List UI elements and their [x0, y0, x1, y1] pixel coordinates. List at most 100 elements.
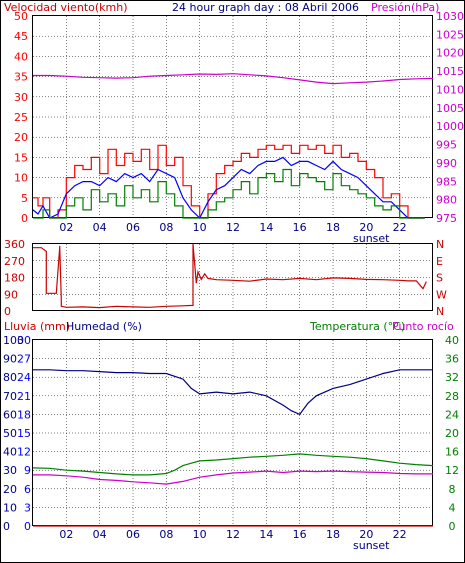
humidity-temp-series: [32, 369, 434, 527]
hour-tick-label: 18: [326, 528, 340, 541]
direction-tick-label: 360: [4, 238, 25, 251]
wind-tick-label: 30: [14, 91, 28, 104]
hour-tick-label: 08: [159, 221, 173, 234]
rain-tick-label: 18: [17, 408, 31, 421]
rain-tick-label: 3: [24, 501, 31, 514]
wind-tick-label: 25: [14, 111, 28, 124]
compass-label: W: [436, 288, 447, 301]
wind-tick-label: 0: [21, 212, 28, 225]
humidity-panel-frame: [32, 339, 433, 526]
hour-tick-label: 04: [93, 221, 107, 234]
humidity-x-ticks: 02 04 06 08 10 12 14 16 18 20 22: [59, 528, 406, 541]
wind-tick-label: 40: [14, 50, 28, 63]
hour-tick-label: 14: [259, 528, 273, 541]
wind_gust-series-line: [33, 144, 425, 219]
dewpoint-series-line: [33, 470, 433, 485]
humidity-tick-label: 10: [3, 501, 17, 514]
pressure-tick-label: 1015: [436, 65, 464, 78]
pressure-tick-label: 980: [436, 194, 457, 207]
pressure-tick-label: 995: [436, 139, 457, 152]
wind-panel-grid: [33, 16, 433, 218]
humidity-tick-label: 30: [3, 464, 17, 477]
direction-panel-frame: [32, 243, 433, 311]
pressure-tick-label: 975: [436, 212, 457, 225]
wind_avg-series-line: [32, 156, 425, 219]
pressure-tick-label: 1025: [436, 28, 464, 41]
hour-tick-label: 06: [126, 221, 140, 234]
pressure-tick-label: 990: [436, 157, 457, 170]
wind-tick-label: 50: [14, 10, 28, 23]
sunset-label-1: sunset: [353, 232, 390, 245]
wind-pressure-panel: Velocidad viento(kmh) 24 hour graph day …: [4, 1, 464, 245]
direction-tick-label: 90: [4, 288, 18, 301]
wind_min-series-line: [33, 168, 425, 219]
wind-tick-label: 45: [14, 30, 28, 43]
compass-label: N: [436, 238, 444, 251]
temperature-tick-label: 36: [445, 353, 459, 366]
wind-tick-label: 35: [14, 71, 28, 84]
wind-tick-label: 15: [14, 151, 28, 164]
hour-tick-label: 18: [326, 221, 340, 234]
wind-tick-label: 5: [21, 192, 28, 205]
compass-label: N: [436, 305, 444, 318]
humidity-tick-label: 60: [3, 408, 17, 421]
temperature-tick-label: 20: [445, 427, 459, 440]
hour-tick-label: 10: [193, 528, 207, 541]
humidity-tick-label: 50: [3, 427, 17, 440]
dewpoint-axis-label: Punto rocío: [392, 320, 454, 333]
direction-series-line: [33, 243, 427, 309]
humidity-tick-label: 80: [3, 371, 17, 384]
pressure-tick-label: 1000: [436, 120, 464, 133]
hour-tick-label: 14: [259, 221, 273, 234]
rain-y-ticks: 0 3 6 9 12 15 18 21 24 27 30: [17, 334, 31, 533]
direction-tick-label: 180: [4, 272, 25, 285]
hour-tick-label: 12: [226, 221, 240, 234]
humidity-y-ticks: 0 10 20 30 40 50 60 70 80 90 100: [3, 334, 24, 533]
hour-tick-label: 16: [293, 221, 307, 234]
hour-tick-label: 20: [359, 528, 373, 541]
wind-tick-label: 10: [14, 172, 28, 185]
hour-tick-label: 08: [159, 528, 173, 541]
wind-tick-label: 20: [14, 131, 28, 144]
temperature-axis-label: Temperatura (°C): [309, 320, 405, 333]
rain-tick-label: 0: [24, 520, 31, 533]
humidity-tick-label: 0: [3, 520, 10, 533]
pressure-tick-label: 1010: [436, 83, 464, 96]
temperature-tick-label: 32: [445, 371, 459, 384]
direction-y-ticks: 0 90 180 270 360: [4, 238, 25, 318]
direction-panel-grid: [33, 244, 433, 311]
temperature-tick-label: 4: [449, 501, 456, 514]
humidity-tick-label: 20: [3, 483, 17, 496]
compass-label: S: [436, 272, 443, 285]
hour-tick-label: 16: [293, 528, 307, 541]
temperature-tick-label: 0: [449, 520, 456, 533]
hour-tick-label: 10: [193, 221, 207, 234]
hour-tick-label: 04: [93, 528, 107, 541]
rain-tick-label: 21: [17, 390, 31, 403]
rain-tick-label: 6: [24, 483, 31, 496]
chart-title: 24 hour graph day : 08 Abril 2006: [172, 1, 359, 14]
pressure-tick-label: 1020: [436, 47, 464, 60]
pressure-y-ticks: 975 980 985 990 995 1000 1005 1010 1015 1020 1025 1…: [436, 10, 464, 225]
direction-series: [33, 243, 427, 309]
humidity-tick-label: 90: [3, 353, 17, 366]
temperature-tick-label: 16: [445, 446, 459, 459]
hour-tick-label: 06: [126, 528, 140, 541]
rain-tick-label: 30: [17, 334, 31, 347]
rain-tick-label: 12: [17, 446, 31, 459]
hour-tick-label: 22: [393, 528, 407, 541]
humidity-series-line: [33, 369, 433, 416]
rain-axis-label: Lluvia (mm): [4, 320, 70, 333]
temperature-y-ticks: 0 4 8 12 16 20 24 28 32 36 40: [445, 334, 459, 533]
hour-tick-label: 12: [226, 528, 240, 541]
direction-tick-label: 270: [4, 255, 25, 268]
pressure-series-line: [33, 73, 434, 85]
compass-label: E: [436, 255, 443, 268]
wind-panel-frame: [32, 15, 433, 218]
rain-tick-label: 15: [17, 427, 31, 440]
